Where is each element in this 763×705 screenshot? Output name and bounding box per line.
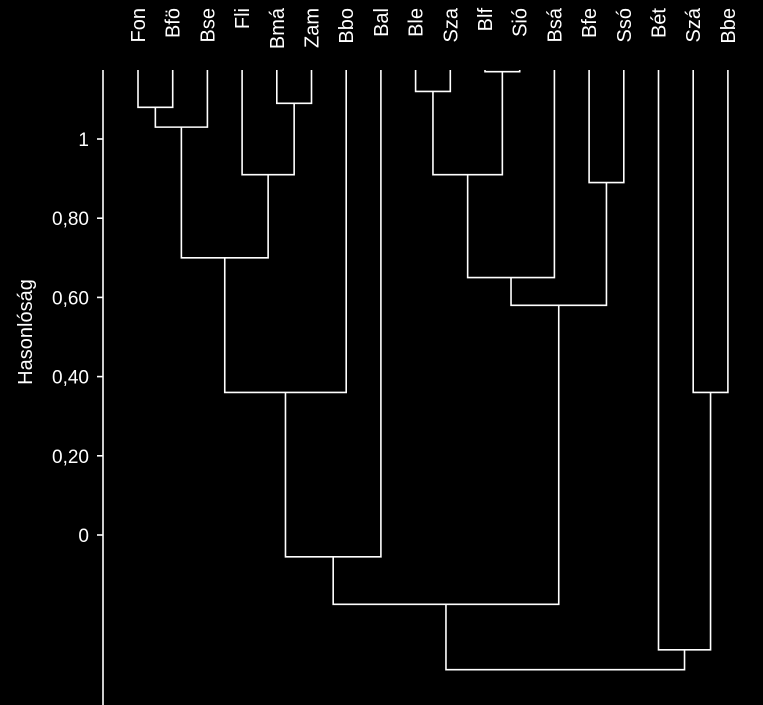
merge-link (241, 70, 295, 176)
leaf-label: Sió (510, 8, 532, 37)
merge-link (692, 70, 729, 394)
leaf-label: Bse (197, 8, 219, 42)
leaf-label: Fli (232, 8, 254, 29)
merge-link (432, 71, 504, 176)
leaf-label: Szá (683, 7, 705, 42)
merge-link (510, 182, 608, 307)
merge-link (332, 305, 560, 606)
y-tick-label: 1 (78, 130, 89, 151)
merge-link (484, 70, 521, 73)
merge-link (588, 70, 625, 184)
leaf-label: Fon (128, 8, 150, 42)
leaf-label: Bfö (163, 8, 185, 38)
y-tick-label: 0,60 (52, 288, 89, 309)
leaf-labels: Fon Bfö Bse Fli Bmá Zam Bbo Bal Ble Sza Blf Sió Bsá B… (128, 7, 740, 49)
leaf-label: Bsá (544, 7, 566, 42)
merge-link (414, 70, 452, 93)
y-tick-label: 0,80 (52, 209, 89, 230)
y-axis: 1 0,80 0,60 0,40 0,20 0 (52, 70, 104, 705)
leaf-label: Bmá (267, 7, 289, 49)
leaf-label: Bbe (718, 8, 740, 44)
y-tick-label: 0,40 (52, 368, 89, 389)
y-axis-label: Hasonlóság (15, 279, 37, 385)
merge-link (466, 70, 556, 279)
leaf-label: Bbo (336, 8, 358, 44)
leaf-label: Bét (649, 8, 671, 38)
merge-link (657, 70, 712, 651)
leaf-label: Bal (371, 8, 393, 37)
leaf-label: Blf (475, 8, 497, 32)
leaf-label: Sza (440, 7, 462, 42)
leaf-label: Ssó (614, 8, 636, 42)
leaf-label: Zam (302, 8, 324, 48)
merge-link (137, 70, 174, 109)
merge-link (284, 70, 382, 558)
merge-link (154, 70, 209, 128)
merge-link (276, 70, 313, 105)
leaf-label: Bfe (579, 8, 601, 38)
y-tick-label: 0 (78, 526, 89, 547)
y-tick-label: 0,20 (52, 447, 89, 468)
merge-link (223, 70, 347, 394)
merge-link (445, 604, 686, 671)
leaf-label: Ble (406, 8, 428, 37)
merge-link (180, 127, 269, 259)
dendrogram-links (137, 70, 729, 671)
